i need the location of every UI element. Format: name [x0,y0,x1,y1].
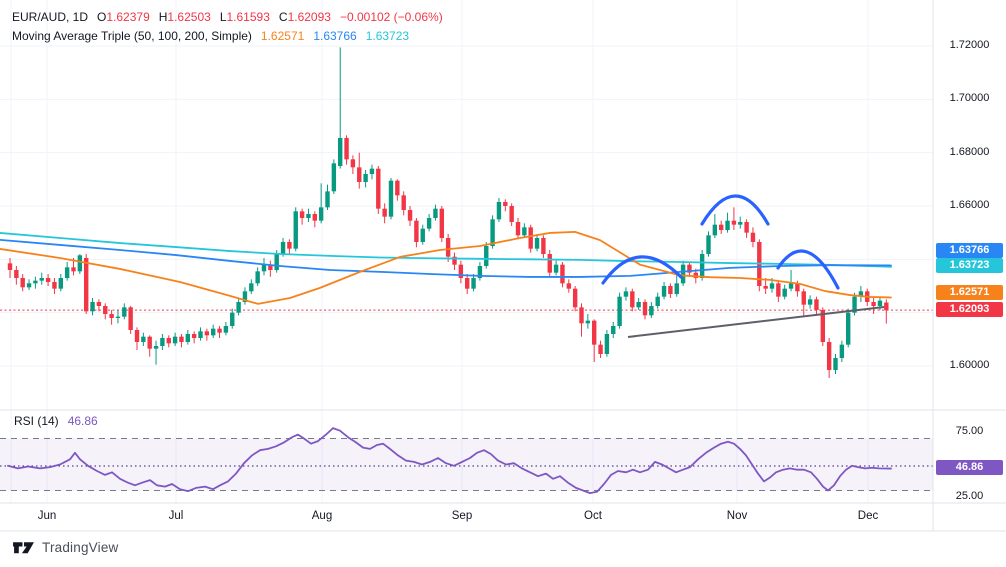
drawing-trendline[interactable] [627,306,885,338]
time-axis-label: Nov [726,510,748,522]
rsi-axis-label: 25.00 [955,490,984,502]
price-scale[interactable]: 1.72000 1.70000 1.68000 1.66000 1.60000 75.00… [933,0,1006,531]
ma50-price-badge: 1.62571 [936,285,1003,300]
tradingview-logo-text: TradingView [42,540,119,555]
ma200-value: 1.63723 [365,28,410,43]
symbol-title[interactable]: EUR/AUD, 1D [12,9,89,24]
pane-separators [0,0,1006,532]
sma-50-line[interactable] [0,230,892,305]
rsi-band [0,438,933,491]
rsi-axis-label: 75.00 [955,425,984,437]
rsi-value: 46.86 [67,414,98,428]
time-axis-label: Aug [311,510,333,522]
drawing-arc-3[interactable] [776,249,840,290]
ma200-price-badge: 1.63723 [936,258,1003,273]
time-axis-label: Dec [857,510,879,522]
chart-legend: EUR/AUD, 1D O 1.62379 H 1.62503 L 1.61593 C… [12,7,443,45]
sma-100-line[interactable] [0,238,892,278]
high-value: H 1.62503 [158,9,211,24]
drawing-arc-2[interactable] [700,194,770,226]
indicator-title[interactable]: Moving Average Triple (50, 100, 200, Sim… [12,28,252,43]
drawing-arc-1[interactable] [601,255,683,285]
price-axis-label: 1.60000 [949,359,990,371]
rsi-line[interactable] [7,427,892,495]
time-axis-label: Sep [451,510,473,522]
sma-200-line[interactable] [0,232,892,268]
time-axis-label: Jul [168,510,184,522]
open-value: O 1.62379 [97,9,150,24]
last-price-badge: 1.62093 [936,302,1003,317]
rsi-legend: RSI (14) 46.86 [14,414,98,428]
rsi-title[interactable]: RSI (14) [14,414,59,428]
tradingview-logo-icon [13,542,34,554]
rsi-value-badge: 46.86 [936,460,1003,475]
candlestick-series[interactable] [7,47,889,378]
price-axis-label: 1.68000 [949,145,990,158]
price-axis-label: 1.72000 [949,39,990,51]
ma100-value: 1.63766 [313,28,357,43]
change-value: −0.00102 (−0.06%) [339,9,443,24]
price-axis-label: 1.66000 [949,199,990,211]
low-value: L 1.61593 [219,9,270,24]
tradingview-logo[interactable]: TradingView [12,539,119,556]
time-axis-label: Oct [584,510,602,522]
ma100-price-badge: 1.63766 [936,243,1003,258]
close-value: C 1.62093 [278,9,331,24]
price-axis-label: 1.70000 [949,92,990,105]
time-scale[interactable]: Jun Jul Aug Sep Oct Nov Dec [0,503,1006,531]
time-axis-label: Jun [37,510,57,522]
indicator-row: Moving Average Triple (50, 100, 200, Sim… [12,26,443,45]
symbol-ohlc-row: EUR/AUD, 1D O 1.62379 H 1.62503 L 1.61593 C… [12,7,443,26]
ma50-value: 1.62571 [260,28,305,43]
